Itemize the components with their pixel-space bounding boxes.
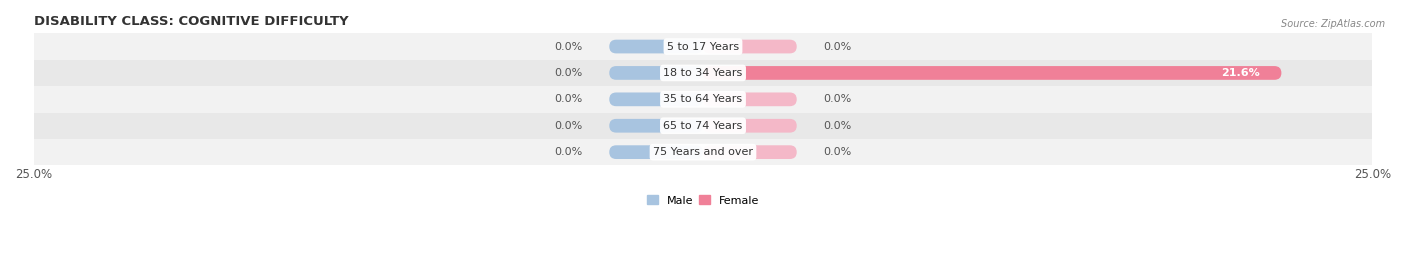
Text: 5 to 17 Years: 5 to 17 Years xyxy=(666,42,740,52)
FancyBboxPatch shape xyxy=(703,145,797,159)
Bar xyxy=(34,86,1372,113)
FancyBboxPatch shape xyxy=(609,119,703,133)
FancyBboxPatch shape xyxy=(703,40,797,53)
Text: 0.0%: 0.0% xyxy=(824,94,852,104)
Bar xyxy=(34,60,1372,86)
Text: 18 to 34 Years: 18 to 34 Years xyxy=(664,68,742,78)
Text: 35 to 64 Years: 35 to 64 Years xyxy=(664,94,742,104)
FancyBboxPatch shape xyxy=(609,40,703,53)
FancyBboxPatch shape xyxy=(703,119,797,133)
Text: 0.0%: 0.0% xyxy=(824,121,852,131)
Text: Source: ZipAtlas.com: Source: ZipAtlas.com xyxy=(1281,19,1385,29)
FancyBboxPatch shape xyxy=(609,145,703,159)
Text: 75 Years and over: 75 Years and over xyxy=(652,147,754,157)
FancyBboxPatch shape xyxy=(609,66,703,80)
Text: 0.0%: 0.0% xyxy=(554,42,582,52)
FancyBboxPatch shape xyxy=(609,93,703,106)
Text: 21.6%: 21.6% xyxy=(1222,68,1260,78)
Legend: Male, Female: Male, Female xyxy=(643,191,763,210)
Bar xyxy=(34,113,1372,139)
Bar xyxy=(34,139,1372,165)
FancyBboxPatch shape xyxy=(703,66,1281,80)
Text: 0.0%: 0.0% xyxy=(824,42,852,52)
Text: DISABILITY CLASS: COGNITIVE DIFFICULTY: DISABILITY CLASS: COGNITIVE DIFFICULTY xyxy=(34,15,349,28)
Text: 65 to 74 Years: 65 to 74 Years xyxy=(664,121,742,131)
Text: 0.0%: 0.0% xyxy=(554,147,582,157)
Text: 0.0%: 0.0% xyxy=(554,121,582,131)
FancyBboxPatch shape xyxy=(703,93,797,106)
Bar xyxy=(34,33,1372,60)
Text: 0.0%: 0.0% xyxy=(824,147,852,157)
Text: 0.0%: 0.0% xyxy=(554,68,582,78)
Text: 0.0%: 0.0% xyxy=(554,94,582,104)
